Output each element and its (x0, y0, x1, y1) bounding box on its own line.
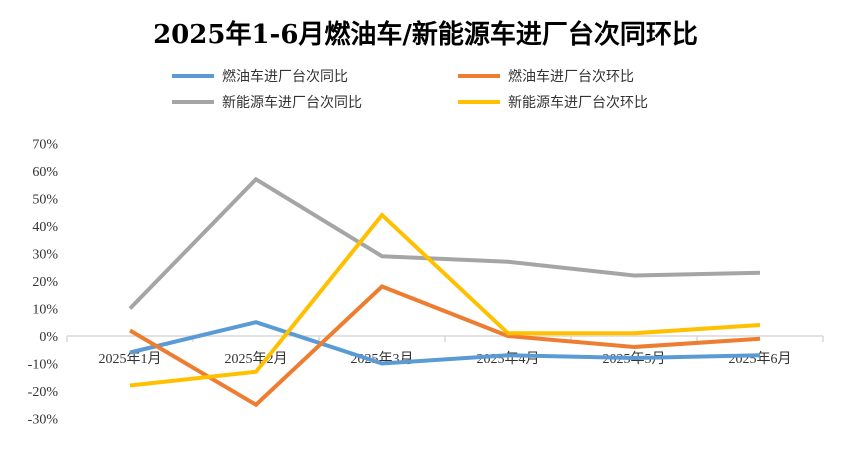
series-line-2 (128, 176, 761, 310)
chart-title: 2025年1-6月燃油车/新能源车进厂台次同环比 (153, 20, 698, 50)
legend-item: 新能源车进厂台次环比 (458, 92, 648, 112)
y-tick-label: 70% (32, 138, 58, 153)
x-tick-label: 2025年2月 (225, 351, 288, 367)
legend-swatch (458, 100, 500, 104)
legend-label: 燃油车进厂台次环比 (508, 69, 634, 85)
legend-swatch (172, 100, 214, 104)
y-tick-label: 0% (39, 330, 58, 345)
y-tick-label: 40% (32, 220, 58, 235)
legend-swatch (172, 74, 214, 78)
legend-item: 燃油车进厂台次环比 (458, 66, 634, 86)
legend-label: 新能源车进厂台次环比 (508, 95, 648, 111)
legend-item: 新能源车进厂台次同比 (172, 92, 362, 112)
legend-swatch (458, 74, 500, 78)
y-tick-label: 30% (32, 248, 58, 263)
y-tick-label: 20% (32, 275, 58, 290)
y-tick-label: 60% (32, 165, 58, 180)
x-tick-label: 2025年1月 (99, 351, 162, 367)
legend-item: 燃油车进厂台次同比 (172, 66, 348, 86)
y-tick-label: -20% (28, 385, 59, 400)
legend-label: 新能源车进厂台次同比 (222, 95, 362, 111)
series-line-1 (128, 284, 761, 408)
series-line-3 (129, 212, 761, 388)
series-line-0 (129, 320, 761, 366)
y-tick-label: 10% (32, 303, 58, 318)
y-tick-label: 50% (32, 193, 58, 208)
legend-label: 燃油车进厂台次同比 (222, 69, 348, 85)
y-tick-label: -30% (28, 413, 59, 428)
y-tick-label: -10% (28, 358, 59, 373)
x-tick-label: 2025年6月 (729, 351, 792, 367)
